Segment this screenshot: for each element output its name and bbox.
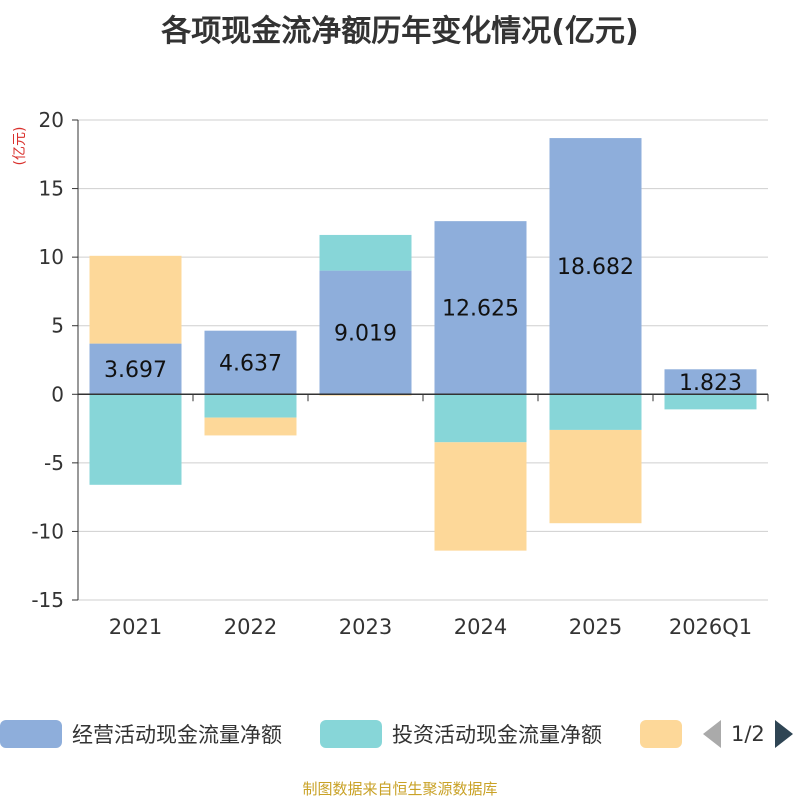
- y-tick-label: -10: [31, 519, 64, 543]
- chart-title: 各项现金流净额历年变化情况(亿元): [161, 14, 639, 49]
- legend: 经营活动现金流量净额 投资活动现金流量净额 1/2: [0, 716, 800, 752]
- y-tick-label: 20: [39, 108, 64, 132]
- legend-item-financing[interactable]: [640, 716, 692, 752]
- bar-2024-series-2[interactable]: [434, 442, 527, 551]
- chart-canvas: 20 15 10 5 0 -5 -10 -15 2021 2022 2023 2024 2025 2026…: [12, 108, 769, 639]
- bar-2021-series-1[interactable]: [89, 394, 182, 485]
- axes: 20 15 10 5 0 -5 -10 -15 2021 2022 2023 2024 2025 2026…: [31, 108, 769, 639]
- gridlines: [78, 119, 768, 601]
- data-label: 9.019: [334, 321, 397, 346]
- x-tick-label: 2025: [569, 615, 622, 639]
- y-tick-label: 10: [39, 245, 64, 269]
- bar-2023-series-1[interactable]: [319, 234, 412, 271]
- y-tick-label: 15: [39, 177, 64, 201]
- x-tick-label: 2026Q1: [669, 615, 752, 639]
- bar-2025-series-2[interactable]: [549, 429, 642, 524]
- legend-label-operating: 经营活动现金流量净额: [72, 723, 282, 747]
- bar-2022-series-2[interactable]: [204, 417, 297, 436]
- legend-swatch-financing: [640, 720, 682, 748]
- legend-swatch-operating: [0, 720, 62, 748]
- data-labels: 3.697 4.637 9.019 12.625 18.682 1.823: [104, 255, 742, 396]
- data-label: 18.682: [557, 255, 634, 280]
- bar-2022-series-1[interactable]: [204, 394, 297, 418]
- bar-2026Q1-series-1[interactable]: [664, 394, 757, 410]
- y-tick-label: -15: [31, 588, 64, 612]
- legend-next-arrow-icon[interactable]: [774, 720, 793, 748]
- data-source-footer: 制图数据来自恒生聚源数据库: [302, 780, 498, 798]
- y-tick-label: -5: [44, 451, 64, 475]
- data-label: 4.637: [219, 351, 282, 376]
- bars: [89, 138, 757, 551]
- bar-2024-series-1[interactable]: [434, 394, 527, 443]
- legend-pager: 1/2: [703, 716, 793, 752]
- bar-2021-series-0[interactable]: [89, 343, 182, 395]
- legend-item-investing[interactable]: 投资活动现金流量净额: [320, 716, 602, 752]
- y-tick-label: 0: [51, 382, 64, 406]
- bar-2024-series-0[interactable]: [434, 221, 527, 395]
- legend-label-investing: 投资活动现金流量净额: [392, 723, 602, 747]
- y-tick-label: 5: [51, 314, 64, 338]
- bar-2023-series-0[interactable]: [319, 270, 412, 395]
- y-axis-unit-label: (亿元): [12, 127, 28, 166]
- x-tick-label: 2021: [109, 615, 162, 639]
- data-label: 3.697: [104, 358, 167, 383]
- x-tick-label: 2023: [339, 615, 392, 639]
- legend-item-operating[interactable]: 经营活动现金流量净额: [0, 716, 282, 752]
- data-label: 12.625: [442, 297, 519, 322]
- bar-2026Q1-series-0[interactable]: [664, 369, 757, 395]
- bar-2022-series-0[interactable]: [204, 330, 297, 395]
- data-label: 1.823: [679, 371, 742, 396]
- legend-page-indicator: 1/2: [731, 722, 765, 746]
- bar-2025-series-0[interactable]: [549, 138, 642, 395]
- bar-2025-series-1[interactable]: [549, 394, 642, 430]
- x-tick-label: 2024: [454, 615, 507, 639]
- x-tick-label: 2022: [224, 615, 277, 639]
- legend-prev-arrow-icon[interactable]: [703, 720, 721, 748]
- legend-swatch-investing: [320, 720, 382, 748]
- bar-2021-series-2[interactable]: [89, 255, 182, 344]
